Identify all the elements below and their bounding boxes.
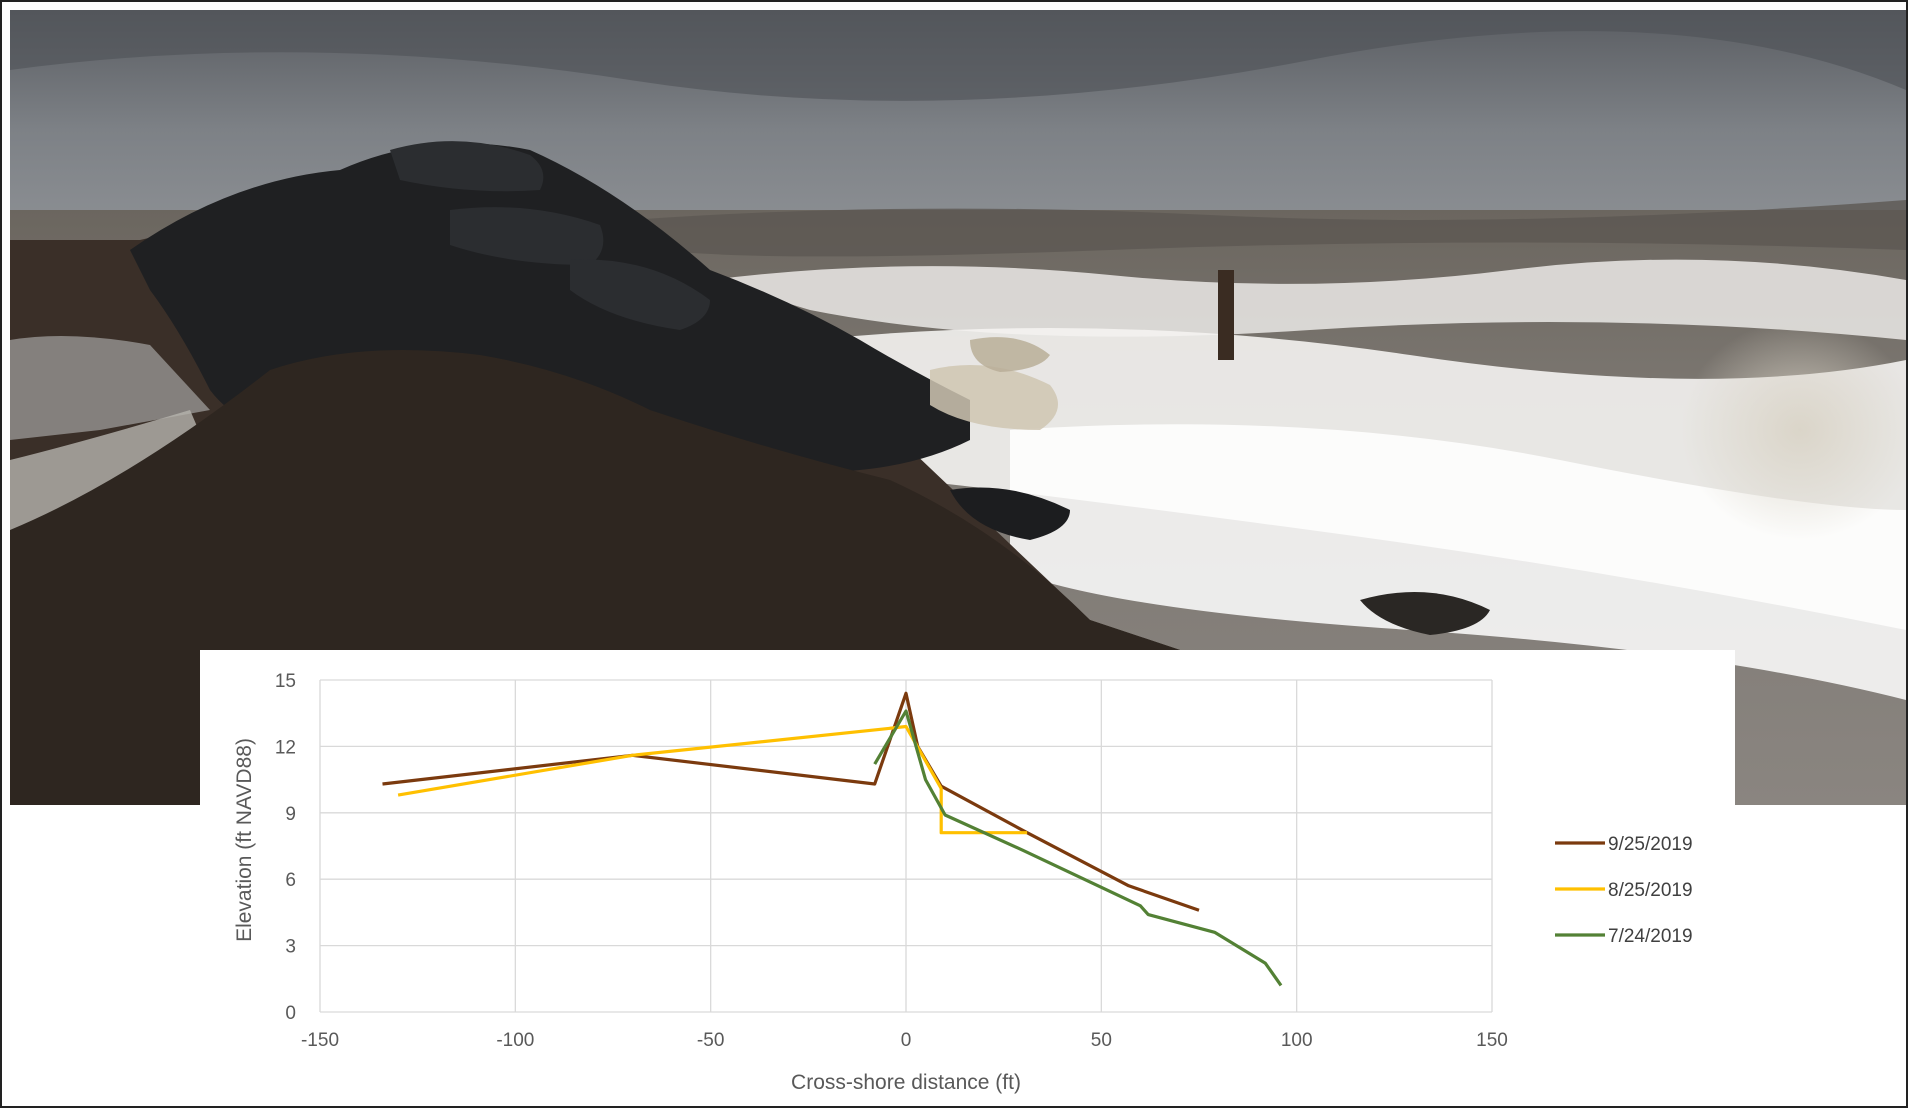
legend-entry-2: 8/25/2019 <box>1555 880 1693 901</box>
y-tick-label: 6 <box>285 870 296 891</box>
elevation-profile-chart: 0 3 6 9 12 15 -150 -100 -50 0 50 100 150 Elevation … <box>233 671 1693 1094</box>
x-tick-label: -50 <box>697 1030 724 1051</box>
legend-entry-1: 9/25/2019 <box>1555 834 1693 855</box>
x-tick-label: 0 <box>901 1030 912 1051</box>
y-axis-title: Elevation (ft NAVD88) <box>233 738 256 942</box>
y-tick-label: 12 <box>275 737 296 758</box>
x-tick-label: 50 <box>1091 1030 1112 1051</box>
y-tick-label: 3 <box>285 937 296 958</box>
legend-label: 7/24/2019 <box>1608 926 1693 947</box>
x-tick-labels: -150 -100 -50 0 50 100 150 <box>301 1030 1508 1051</box>
y-tick-label: 0 <box>285 1003 296 1024</box>
x-tick-label: 150 <box>1476 1030 1508 1051</box>
x-tick-label: -100 <box>496 1030 534 1051</box>
legend: 9/25/2019 8/25/2019 7/24/2019 <box>1555 834 1693 947</box>
legend-label: 8/25/2019 <box>1608 880 1693 901</box>
y-tick-labels: 0 3 6 9 12 15 <box>275 671 296 1024</box>
y-tick-label: 9 <box>285 804 296 825</box>
legend-label: 9/25/2019 <box>1608 834 1693 855</box>
legend-entry-3: 7/24/2019 <box>1555 926 1693 947</box>
gridlines <box>319 679 1493 1013</box>
x-tick-label: -150 <box>301 1030 339 1051</box>
chart-panel: 0 3 6 9 12 15 -150 -100 -50 0 50 100 150 Elevation … <box>200 650 1735 1105</box>
x-axis-title: Cross-shore distance (ft) <box>791 1071 1021 1094</box>
series-line-2 <box>397 724 1028 835</box>
series-line-1 <box>382 691 1200 912</box>
series-lines <box>382 691 1283 987</box>
y-tick-label: 15 <box>275 671 296 692</box>
x-tick-label: 100 <box>1281 1030 1313 1051</box>
series-line-3 <box>873 709 1283 987</box>
